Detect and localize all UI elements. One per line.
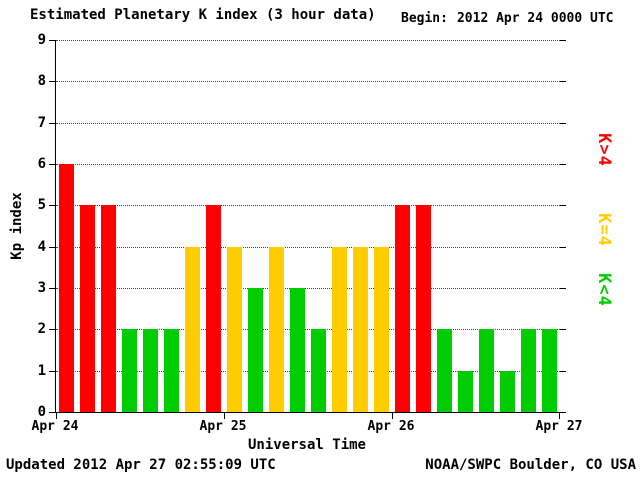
kp-bar-2 [100,205,117,412]
y-tick-label: 0 [37,404,46,420]
y-tick-mark [49,40,56,41]
y-tick-mark-right [560,329,566,331]
x-tick-label: Apr 24 [31,419,79,434]
y-tick-mark-right [560,205,566,207]
kp-bar-3 [121,329,138,412]
y-tick-label: 8 [37,73,46,90]
kp-bar-15 [373,246,390,412]
y-tick-mark-right [560,81,566,83]
x-tick-mark [392,413,393,419]
y-tick-mark [49,412,56,413]
x-tick-mark [56,413,57,419]
y-tick-mark [49,122,56,124]
x-axis-label: Universal Time [247,437,366,453]
begin-label: Begin: [401,11,448,26]
kp-bar-10 [268,246,285,412]
plot-area [49,40,566,419]
gridline-5 [56,205,560,207]
y-tick-label: 2 [37,321,46,338]
gridline-1 [56,370,560,372]
x-tick-mark [559,413,560,419]
y-tick-label: 4 [37,238,46,255]
gridline-2 [56,329,560,331]
kp-bar-11 [289,288,306,412]
y-tick-mark-right [560,288,566,289]
legend-K4: K<4 [594,273,614,307]
kp-bar-12 [310,329,327,412]
kp-bar-1 [79,205,96,412]
y-tick-label: 6 [37,156,46,172]
kp-bar-22 [520,329,537,412]
kp-bar-18 [436,329,453,412]
kp-bar-4 [142,329,159,412]
gridline-7 [56,122,560,124]
x-tick-label: Apr 26 [367,419,415,434]
y-tick-mark-right [560,164,566,165]
gridline-3 [56,288,560,289]
gridline-6 [56,164,560,165]
y-tick-mark [49,246,56,248]
y-tick-mark-right [560,246,566,248]
footer-updated: Updated 2012 Apr 27 02:55:09 UTC [6,457,276,473]
y-tick-mark-right [560,122,566,124]
y-tick-mark [49,164,56,165]
kp-bar-17 [415,205,432,412]
chart-title: Estimated Planetary K index (3 hour data… [30,7,376,23]
gridline-4 [56,246,560,248]
y-tick-label: 5 [37,197,46,214]
y-tick-mark [49,370,56,372]
kp-bar-16 [394,205,411,412]
legend-K4: K>4 [594,133,614,167]
kp-bar-20 [478,329,495,412]
y-tick-mark [49,205,56,207]
y-tick-label: 3 [37,280,46,296]
gridline-9 [56,40,560,41]
x-tick-label: Apr 27 [535,419,583,434]
kp-bar-23 [541,329,558,412]
y-tick-mark-right [560,370,566,372]
kp-bar-14 [352,246,369,412]
y-tick-label: 9 [37,32,46,48]
x-tick-mark [224,413,225,419]
begin-value: 2012 Apr 24 0000 UTC [456,11,614,26]
footer-source: NOAA/SWPC Boulder, CO USA [425,457,636,473]
kp-bar-7 [205,205,222,412]
kp-bar-9 [247,288,264,412]
kp-bar-5 [163,329,180,412]
y-tick-mark-right [560,40,566,41]
kp-bar-8 [226,246,243,412]
x-tick-label: Apr 25 [199,419,247,434]
kp-bar-19 [457,370,474,412]
kp-bar-13 [331,246,348,412]
y-tick-label: 7 [37,114,46,131]
y-tick-mark [49,81,56,83]
y-tick-mark [49,288,56,289]
y-tick-label: 1 [37,362,46,379]
kp-bar-21 [499,370,516,412]
begin-time: Begin: 2012 Apr 24 0000 UTC [401,11,614,26]
kp-bar-0 [58,164,75,412]
kp-bar-6 [184,246,201,412]
y-axis-label: Kp index [9,192,25,260]
gridline-8 [56,81,560,83]
y-tick-mark-right [560,412,566,413]
y-tick-mark [49,329,56,331]
legend-K4: K=4 [594,213,614,247]
